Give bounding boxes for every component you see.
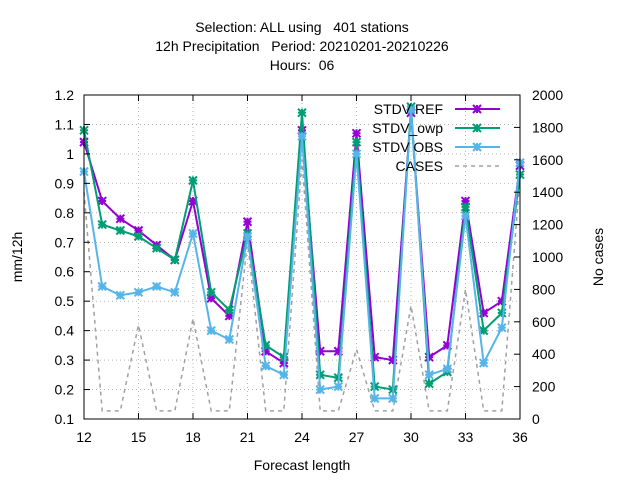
data-point <box>188 228 198 239</box>
data-point <box>279 352 289 362</box>
data-point <box>460 211 471 221</box>
data-point <box>170 255 180 265</box>
x-tick-label: 27 <box>349 429 365 445</box>
x-tick-label: 21 <box>240 429 256 445</box>
legend: STDV REF STDV_owp STDV OBS CASES <box>372 101 500 174</box>
y2-tick-label: 0 <box>532 411 540 427</box>
y-tick-label: 1 <box>66 146 74 162</box>
y-tick-label: 0.5 <box>55 293 75 309</box>
y2-tick-label: 1400 <box>532 184 563 200</box>
y-tick-label: 0.9 <box>55 175 75 191</box>
data-point <box>478 358 489 368</box>
y2-axis-label: No cases <box>590 228 606 286</box>
data-point <box>333 381 344 392</box>
x-tick-label: 24 <box>294 429 310 445</box>
legend-label: CASES <box>396 158 443 174</box>
x-tick-label: 36 <box>512 429 528 445</box>
legend-item: CASES <box>396 158 500 174</box>
data-point <box>133 287 144 298</box>
data-point <box>133 231 144 242</box>
data-point <box>242 216 253 227</box>
y2-tick-label: 1600 <box>532 152 563 168</box>
y-tick-label: 0.3 <box>55 352 75 368</box>
data-point <box>97 281 107 292</box>
data-point <box>206 325 216 336</box>
y2-tick-label: 400 <box>532 346 556 362</box>
data-point <box>151 243 162 253</box>
data-point <box>297 107 307 118</box>
x-tick-label: 15 <box>131 429 147 445</box>
legend-item: STDV_owp <box>372 120 500 136</box>
data-point <box>351 149 362 159</box>
series-lines <box>79 102 525 412</box>
data-point <box>224 334 235 345</box>
series-line <box>83 159 521 412</box>
data-point <box>242 231 253 242</box>
data-point <box>351 137 362 147</box>
y2-tick-label: 1000 <box>532 249 563 265</box>
data-point <box>170 287 180 298</box>
chart-title: Selection: ALL using 401 stations 12h Pre… <box>155 19 449 73</box>
data-point <box>279 370 289 380</box>
y-tick-label: 0.1 <box>55 411 75 427</box>
y2-tick-label: 200 <box>532 379 556 395</box>
data-point <box>97 196 107 206</box>
legend-item: STDV OBS <box>372 139 500 155</box>
y-tick-label: 1.2 <box>55 87 75 103</box>
data-point <box>115 214 126 224</box>
data-point <box>315 384 325 395</box>
y2-tick-label: 2000 <box>532 87 563 103</box>
legend-label: STDV OBS <box>372 139 443 155</box>
y2-tick-label: 1200 <box>532 217 563 233</box>
y-axis-label: mm/12h <box>9 232 25 283</box>
y-tick-label: 0.2 <box>55 382 75 398</box>
x-tick-label: 18 <box>185 429 201 445</box>
data-point <box>497 322 507 333</box>
data-point <box>442 364 453 374</box>
series-line <box>83 112 521 365</box>
data-point <box>224 305 235 315</box>
y-tick-label: 0.6 <box>55 264 75 280</box>
data-point <box>406 105 416 115</box>
data-point <box>115 290 126 300</box>
data-point <box>151 281 162 292</box>
x-axis-label: Forecast length <box>254 457 351 473</box>
data-point <box>369 393 380 404</box>
x-tick-label: 33 <box>458 429 474 445</box>
data-point <box>260 361 271 371</box>
legend-label: STDV REF <box>374 101 443 117</box>
series-cases <box>83 159 521 412</box>
data-point <box>188 175 198 186</box>
axes: 12 15 18 21 24 27 30 33 36 0.1 0.2 0.3 0.4 0.5 0.6 0.7 0… <box>55 87 564 445</box>
data-point <box>424 370 434 380</box>
y2-tick-label: 1800 <box>532 119 563 135</box>
title-line: Hours: 06 <box>270 57 335 73</box>
y-tick-label: 0.4 <box>55 323 75 339</box>
y-tick-label: 1.1 <box>55 116 75 132</box>
y2-tick-label: 600 <box>532 314 556 330</box>
data-point <box>115 225 126 236</box>
data-point <box>460 202 471 212</box>
legend-item: STDV REF <box>374 101 500 117</box>
y2-tick-label: 800 <box>532 281 556 297</box>
data-point <box>424 378 434 389</box>
data-point <box>97 219 107 230</box>
title-line: Selection: ALL using 401 stations <box>195 19 409 35</box>
title-line: 12h Precipitation Period: 20210201-20210… <box>155 38 449 54</box>
x-tick-label: 12 <box>76 429 92 445</box>
x-tick-label: 30 <box>403 429 419 445</box>
data-point <box>206 287 216 298</box>
data-point <box>351 128 362 138</box>
data-point <box>297 131 307 141</box>
series-stdv-obs <box>79 105 525 404</box>
y-tick-label: 0.7 <box>55 234 75 250</box>
legend-label: STDV_owp <box>372 120 443 136</box>
data-point <box>388 393 398 404</box>
y-tick-label: 0.8 <box>55 205 75 221</box>
